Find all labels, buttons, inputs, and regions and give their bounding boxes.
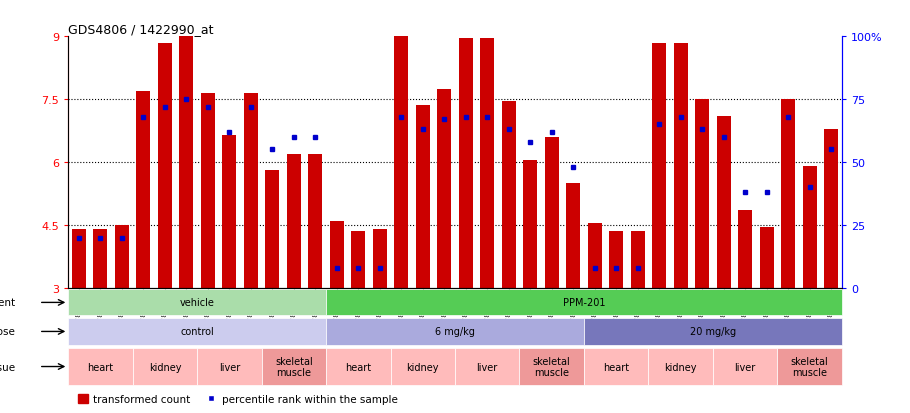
Text: agent: agent [0,298,15,308]
Bar [438,90,451,288]
Text: skeletal
muscle: skeletal muscle [275,356,313,377]
Legend: transformed count, percentile rank within the sample: transformed count, percentile rank withi… [74,390,402,408]
Bar [68,290,326,316]
Bar [631,232,644,288]
Bar [266,171,279,288]
Bar [326,348,390,385]
Text: liver: liver [477,362,498,372]
Bar [179,37,194,288]
Bar [545,138,559,288]
Text: skeletal
muscle: skeletal muscle [533,356,571,377]
Bar [262,348,326,385]
Bar [72,230,86,288]
Bar [197,348,262,385]
Bar [523,161,537,288]
Text: liver: liver [734,362,755,372]
Bar [713,348,777,385]
Bar [222,135,237,288]
Bar [351,232,365,288]
Text: heart: heart [603,362,629,372]
Bar [326,318,584,345]
Bar [652,43,666,288]
Text: heart: heart [87,362,114,372]
Bar [201,94,215,288]
Bar [584,348,648,385]
Bar [803,167,816,288]
Bar [648,348,713,385]
Text: kidney: kidney [664,362,697,372]
Text: liver: liver [218,362,240,372]
Bar [158,43,172,288]
Bar [501,102,516,288]
Bar [133,348,197,385]
Bar [329,221,344,288]
Bar [394,37,409,288]
Bar [520,348,584,385]
Bar [373,230,387,288]
Bar [244,94,258,288]
Bar [781,100,795,288]
Bar [738,211,752,288]
Bar [326,290,842,316]
Bar [390,348,455,385]
Bar [584,318,842,345]
Bar [136,92,150,288]
Bar [94,230,107,288]
Text: kidney: kidney [407,362,439,372]
Bar [68,318,326,345]
Bar [673,43,688,288]
Bar [455,348,520,385]
Text: heart: heart [345,362,371,372]
Bar [287,154,301,288]
Text: 20 mg/kg: 20 mg/kg [690,327,736,337]
Bar [777,348,842,385]
Text: dose: dose [0,327,15,337]
Text: PPM-201: PPM-201 [562,298,605,308]
Bar [695,100,709,288]
Bar [716,116,731,288]
Bar [480,39,494,288]
Bar [68,348,133,385]
Text: tissue: tissue [0,362,15,372]
Bar [416,106,430,288]
Bar [824,129,838,288]
Text: kidney: kidney [148,362,181,372]
Bar [760,228,774,288]
Bar [588,223,602,288]
Bar [459,39,472,288]
Bar [566,184,581,288]
Text: GDS4806 / 1422990_at: GDS4806 / 1422990_at [68,23,214,36]
Text: 6 mg/kg: 6 mg/kg [435,327,475,337]
Bar [308,154,322,288]
Bar [115,225,129,288]
Text: skeletal
muscle: skeletal muscle [791,356,828,377]
Bar [609,232,623,288]
Text: vehicle: vehicle [180,298,215,308]
Text: control: control [180,327,214,337]
